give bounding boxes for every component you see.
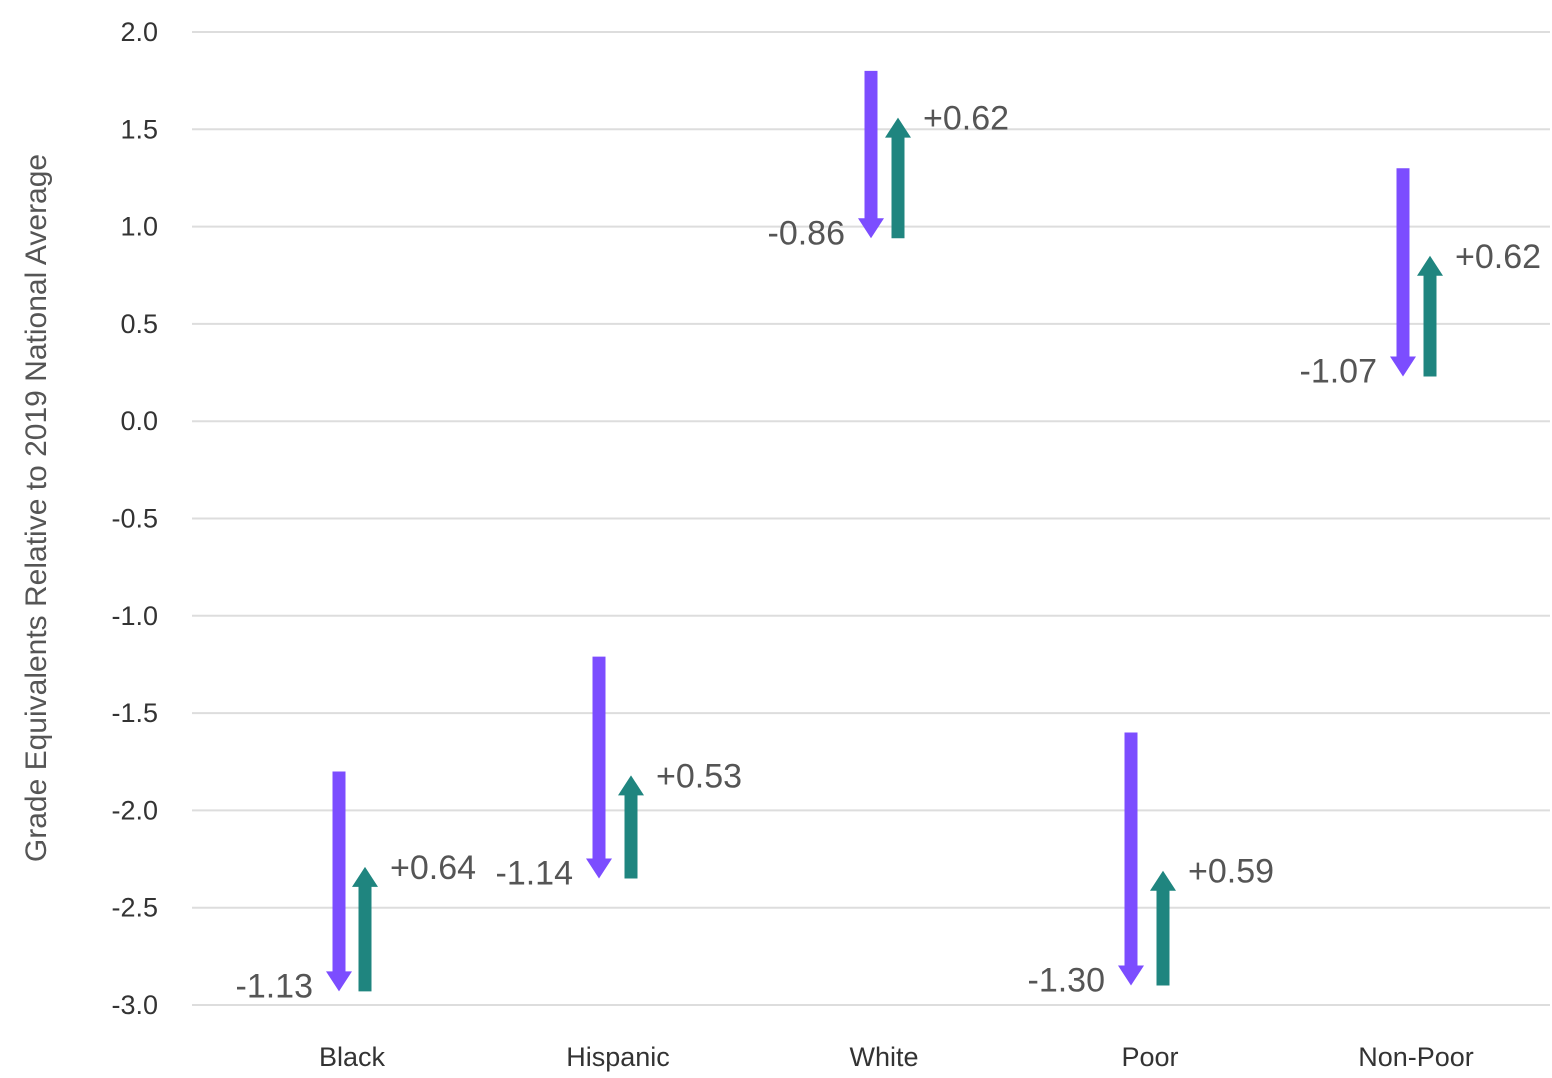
x-axis-categories: Black Hispanic White Poor Non-Poor (319, 1042, 1474, 1072)
recovery-arrow (1150, 870, 1176, 986)
recovery-value-label: +0.62 (1455, 238, 1541, 276)
y-axis-title: Grade Equivalents Relative to 2019 Natio… (20, 154, 53, 862)
y-tick-label: -1.5 (111, 698, 158, 728)
y-tick-label: -3.0 (111, 990, 158, 1020)
recovery-value-label: +0.64 (390, 849, 476, 887)
recovery-arrow (352, 866, 378, 992)
y-tick-label: -0.5 (111, 504, 158, 534)
decline-value-label: -1.13 (236, 967, 314, 1005)
decline-value-label: -0.86 (768, 214, 846, 252)
y-axis-ticks: 2.0 1.5 1.0 0.5 0.0 -0.5 -1.0 -1.5 -2.0 -2.5 -3.0 (111, 17, 158, 1020)
x-category-label: Hispanic (566, 1042, 670, 1072)
arrow-marks (326, 70, 1443, 992)
decline-arrow (858, 70, 884, 239)
recovery-arrow (1417, 255, 1443, 377)
y-tick-label: -2.0 (111, 795, 158, 825)
y-tick-label: -2.5 (111, 893, 158, 923)
y-tick-label: 1.5 (120, 114, 158, 144)
decline-arrow (586, 656, 612, 879)
recovery-value-label: +0.62 (923, 100, 1009, 138)
y-tick-label: 1.0 (120, 212, 158, 242)
decline-value-label: -1.30 (1028, 962, 1106, 1000)
x-category-label: Non-Poor (1358, 1042, 1474, 1072)
y-tick-label: -1.0 (111, 601, 158, 631)
decline-value-label: -1.14 (496, 855, 574, 893)
decline-value-label: -1.07 (1300, 352, 1378, 390)
x-category-label: Poor (1121, 1042, 1178, 1072)
y-tick-label: 0.5 (120, 309, 158, 339)
y-tick-label: 2.0 (120, 17, 158, 47)
decline-arrow (326, 771, 352, 992)
decline-arrow (1118, 732, 1144, 986)
recovery-arrow (885, 117, 911, 239)
recovery-arrow (618, 775, 644, 879)
x-category-label: Black (319, 1042, 386, 1072)
decline-arrow (1390, 168, 1416, 377)
value-labels: -1.13 +0.64 -1.14 +0.53 -0.86 +0.62 -1.30 +0.59… (236, 100, 1542, 1006)
gridlines (192, 31, 1550, 1006)
y-tick-label: 0.0 (120, 406, 158, 436)
recovery-value-label: +0.59 (1188, 853, 1274, 891)
x-category-label: White (849, 1042, 918, 1072)
recovery-value-label: +0.53 (656, 757, 742, 795)
